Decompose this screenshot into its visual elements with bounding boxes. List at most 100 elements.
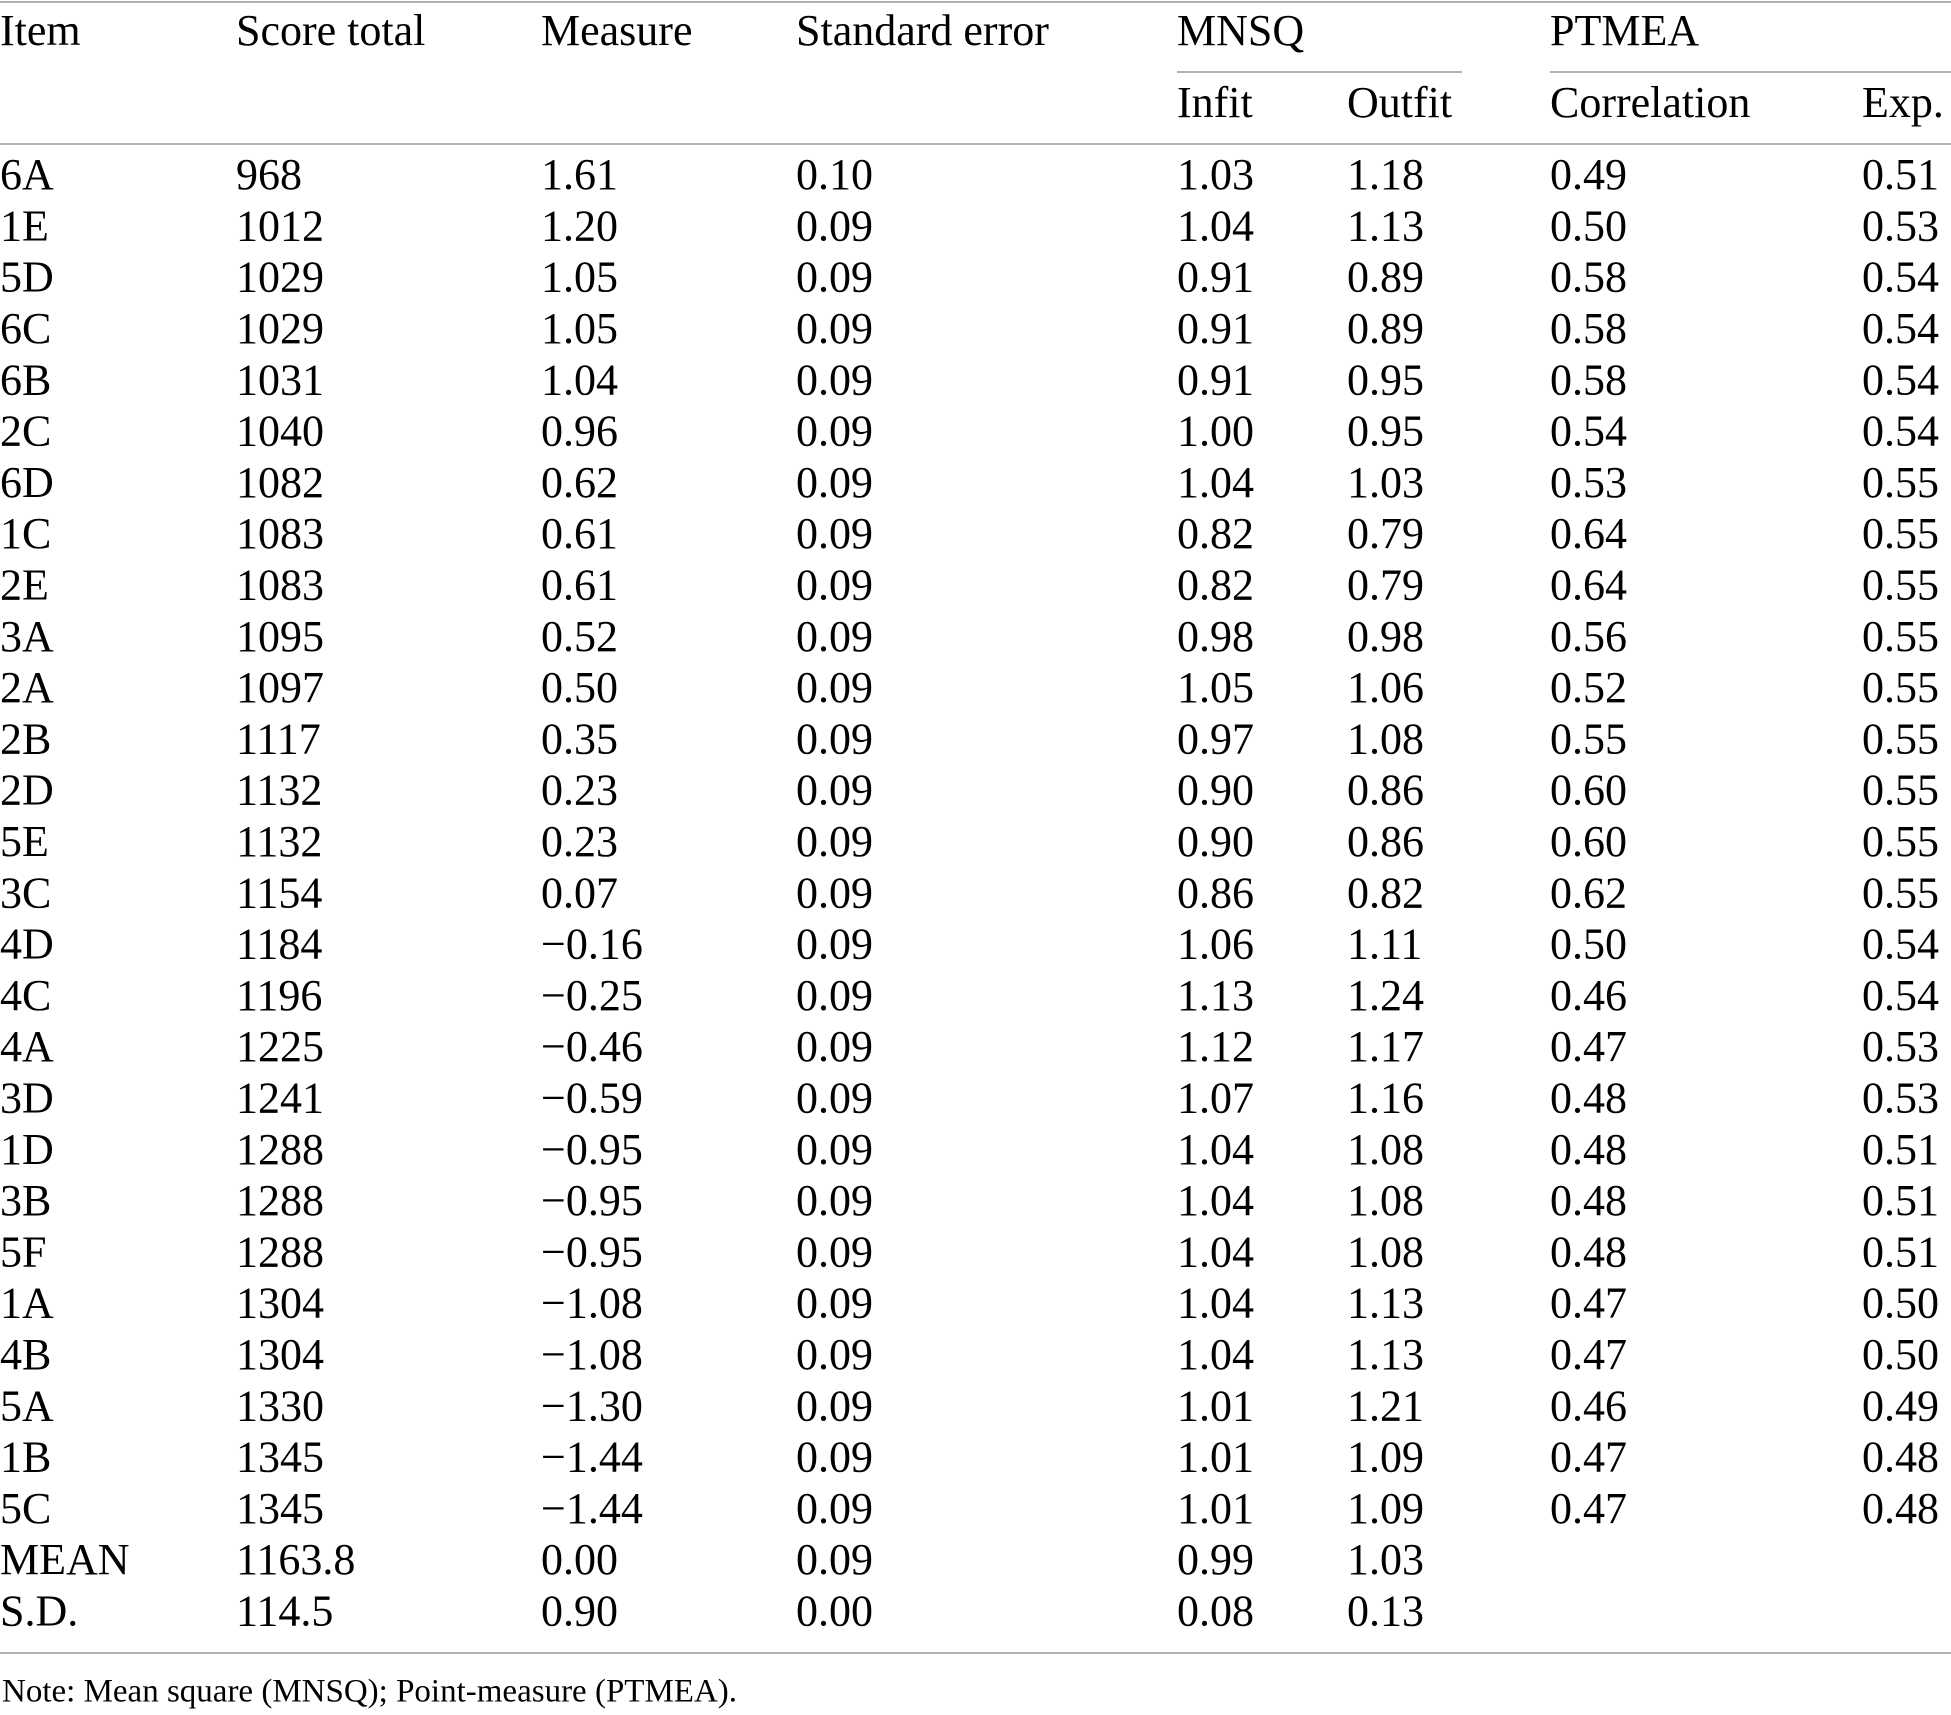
cell: 1132 (236, 766, 322, 815)
cell: 0.55 (1862, 560, 1939, 609)
cell: 0.50 (1550, 201, 1627, 250)
cell: 1012 (236, 201, 324, 250)
cell: 0.95 (1347, 407, 1424, 456)
cell: 1132 (236, 817, 322, 866)
cell: 0.00 (541, 1535, 618, 1584)
cell: 0.09 (796, 1073, 873, 1122)
cell: 0.58 (1550, 355, 1627, 404)
cell: 1.05 (541, 304, 618, 353)
cell: 1.05 (541, 253, 618, 302)
cell: 1196 (236, 971, 322, 1020)
cell: 1.04 (1177, 1176, 1254, 1225)
cell: 1.03 (1177, 150, 1254, 199)
cell: 1154 (236, 868, 322, 917)
cell: 1.61 (541, 150, 618, 199)
cell: 1.01 (1177, 1484, 1254, 1533)
cell: 0.50 (1862, 1330, 1939, 1379)
cell: 0.90 (1177, 766, 1254, 815)
cell: 1.08 (1347, 714, 1424, 763)
cell: 968 (236, 150, 302, 199)
row-label: 3B (0, 1176, 51, 1225)
column-header: Measure (541, 6, 693, 55)
cell: 1.16 (1347, 1073, 1424, 1122)
cell: 0.55 (1862, 817, 1939, 866)
cell: 0.47 (1550, 1279, 1627, 1328)
cell: −0.95 (541, 1176, 643, 1225)
cell: 0.60 (1550, 766, 1627, 815)
cell: 0.09 (796, 766, 873, 815)
cell: 1.04 (1177, 1227, 1254, 1276)
cell: 0.53 (1862, 1073, 1939, 1122)
column-header: Item (0, 6, 81, 55)
row-label: 5F (0, 1227, 46, 1276)
cell: 1.13 (1347, 201, 1424, 250)
cell: 0.52 (1550, 663, 1627, 712)
cell: 0.55 (1862, 458, 1939, 507)
row-label: MEAN (0, 1535, 130, 1584)
cell: −0.16 (541, 920, 643, 969)
cell: 1345 (236, 1484, 324, 1533)
cell: 0.61 (541, 560, 618, 609)
cell: 0.55 (1862, 766, 1939, 815)
cell: 0.48 (1550, 1227, 1627, 1276)
cell: 1.01 (1177, 1381, 1254, 1430)
cell: 0.07 (541, 868, 618, 917)
cell: 1.00 (1177, 407, 1254, 456)
row-label: 3A (0, 612, 54, 661)
table-note: Note: Mean square (MNSQ); Point-measure … (2, 1674, 737, 1710)
cell: 1.04 (541, 355, 618, 404)
cell: 0.47 (1550, 1330, 1627, 1379)
cell: 0.55 (1862, 868, 1939, 917)
cell: 1097 (236, 663, 324, 712)
cell: 0.58 (1550, 253, 1627, 302)
cell: 0.99 (1177, 1535, 1254, 1584)
cell: 1.24 (1347, 971, 1424, 1020)
row-label: 4D (0, 920, 54, 969)
cell: 0.54 (1862, 407, 1939, 456)
row-label: 6A (0, 150, 54, 199)
cell: 0.09 (796, 1433, 873, 1482)
cell: 0.10 (796, 150, 873, 199)
cell: −1.08 (541, 1279, 643, 1328)
cell: 1184 (236, 920, 322, 969)
cell: 0.55 (1550, 714, 1627, 763)
cell: 0.09 (796, 304, 873, 353)
cell: 0.48 (1862, 1433, 1939, 1482)
cell: 0.49 (1862, 1381, 1939, 1430)
cell: 0.55 (1862, 714, 1939, 763)
cell: −0.95 (541, 1227, 643, 1276)
cell: 1.05 (1177, 663, 1254, 712)
group-header: PTMEA (1550, 6, 1699, 55)
cell: 1.01 (1177, 1433, 1254, 1482)
cell: 0.48 (1550, 1125, 1627, 1174)
cell: 0.64 (1550, 509, 1627, 558)
cell: 0.09 (796, 714, 873, 763)
cell: 1.17 (1347, 1022, 1424, 1071)
cell: 0.51 (1862, 150, 1939, 199)
cell: 0.55 (1862, 663, 1939, 712)
row-label: 1B (0, 1433, 51, 1482)
cell: 0.64 (1550, 560, 1627, 609)
cell: 0.09 (796, 971, 873, 1020)
cell: 1.13 (1347, 1330, 1424, 1379)
row-label: 6D (0, 458, 54, 507)
cell: 0.53 (1862, 1022, 1939, 1071)
cell: 0.89 (1347, 253, 1424, 302)
cell: 0.13 (1347, 1586, 1424, 1635)
cell: 0.97 (1177, 714, 1254, 763)
column-header: Score total (236, 6, 425, 55)
cell: 1.06 (1177, 920, 1254, 969)
cell: 0.60 (1550, 817, 1627, 866)
cell: 0.48 (1550, 1176, 1627, 1225)
cell: 0.91 (1177, 355, 1254, 404)
cell: −0.46 (541, 1022, 643, 1071)
row-label: 5A (0, 1381, 54, 1430)
row-label: 6C (0, 304, 51, 353)
cell: −1.44 (541, 1484, 643, 1533)
cell: 1083 (236, 560, 324, 609)
cell: 0.09 (796, 1227, 873, 1276)
cell: 1288 (236, 1227, 324, 1276)
cell: 0.46 (1550, 1381, 1627, 1430)
row-label: 3C (0, 868, 51, 917)
cell: 0.09 (796, 201, 873, 250)
